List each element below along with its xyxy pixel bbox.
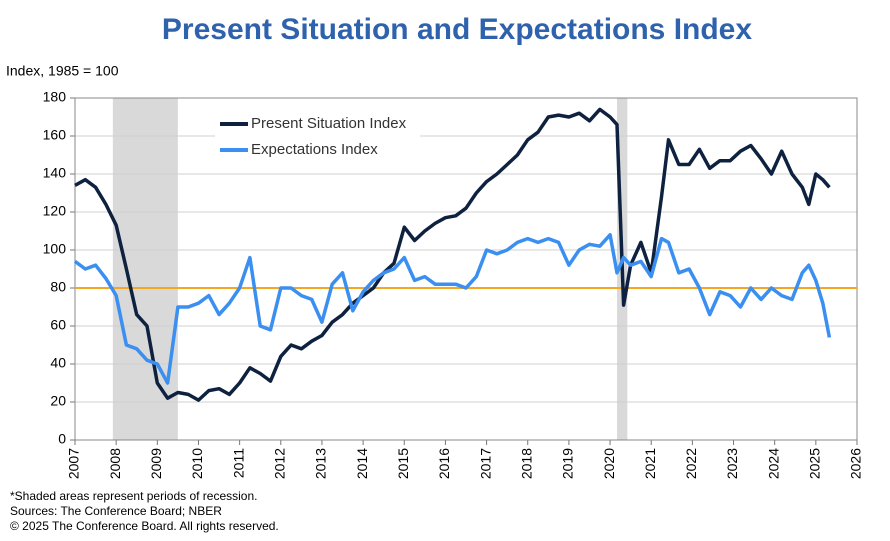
chart-title: Present Situation and Expectations Index: [162, 13, 752, 46]
x-tick-label: 2013: [313, 448, 329, 479]
x-tick-label: 2018: [518, 448, 534, 479]
legend-box: [215, 110, 420, 166]
x-tick-label: 2012: [271, 448, 287, 479]
footnote: Sources: The Conference Board; NBER: [10, 504, 222, 518]
y-tick-label: 140: [43, 165, 67, 181]
series-line: [74, 107, 831, 402]
x-tick-label: 2008: [107, 448, 123, 479]
x-tick-label: 2025: [807, 448, 823, 479]
x-tick-label: 2024: [765, 448, 781, 479]
x-tick-label: 2022: [683, 448, 699, 479]
x-tick-label: 2016: [436, 448, 452, 479]
x-tick-label: 2019: [560, 448, 576, 479]
y-tick-label: 100: [43, 241, 67, 257]
plot-frame: [74, 97, 858, 441]
x-tick-label: 2014: [354, 448, 370, 479]
footnote: © 2025 The Conference Board. All rights …: [10, 519, 279, 533]
series-line: [73, 233, 832, 385]
footnote: *Shaded areas represent periods of reces…: [10, 489, 257, 503]
y-tick-label: 80: [50, 279, 66, 295]
recession-band: [112, 98, 178, 440]
y-tick-label: 180: [43, 89, 67, 105]
y-tick-label: 0: [58, 431, 66, 447]
x-tick-label: 2023: [724, 448, 740, 479]
x-tick-label: 2020: [601, 448, 617, 479]
x-tick-label: 2009: [148, 448, 164, 479]
x-tick-label: 2010: [189, 448, 205, 479]
y-tick-label: 160: [43, 127, 67, 143]
x-tick-label: 2007: [66, 448, 82, 479]
y-tick-label: 20: [50, 393, 66, 409]
y-tick-label: 120: [43, 203, 67, 219]
x-tick-label: 2015: [395, 448, 411, 479]
y-tick-label: 60: [50, 317, 66, 333]
y-axis-label: Index, 1985 = 100: [6, 63, 119, 79]
x-tick-label: 2011: [230, 448, 246, 478]
legend-label: Present Situation Index: [251, 115, 407, 132]
x-tick-label: 2017: [477, 448, 493, 479]
y-tick-label: 40: [50, 355, 66, 371]
legend-label: Expectations Index: [251, 141, 378, 158]
x-tick-label: 2026: [848, 448, 864, 479]
x-tick-label: 2021: [642, 448, 658, 479]
